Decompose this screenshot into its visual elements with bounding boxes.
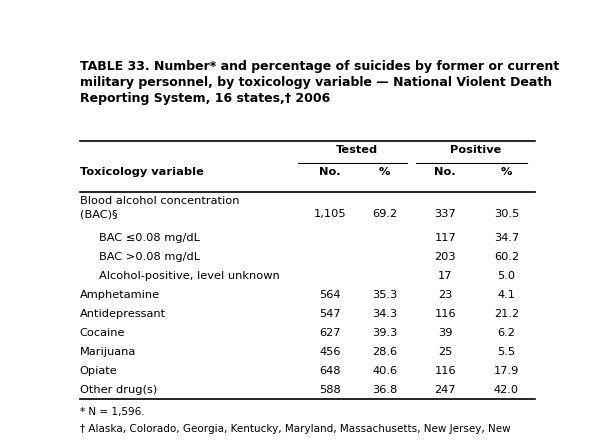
Text: 21.2: 21.2	[494, 309, 519, 319]
Text: 30.5: 30.5	[494, 209, 519, 219]
Text: 337: 337	[434, 209, 456, 219]
Text: 39: 39	[438, 328, 452, 338]
Text: † Alaska, Colorado, Georgia, Kentucky, Maryland, Massachusetts, New Jersey, New: † Alaska, Colorado, Georgia, Kentucky, M…	[80, 424, 510, 434]
Text: 23: 23	[438, 290, 452, 300]
Text: Amphetamine: Amphetamine	[80, 290, 160, 300]
Text: 40.6: 40.6	[372, 366, 397, 376]
Text: 203: 203	[434, 252, 456, 262]
Text: Blood alcohol concentration: Blood alcohol concentration	[80, 195, 239, 206]
Text: Tested: Tested	[336, 145, 379, 155]
Text: TABLE 33. Number* and percentage of suicides by former or current: TABLE 33. Number* and percentage of suic…	[80, 60, 559, 73]
Text: %: %	[379, 167, 391, 177]
Text: 17.9: 17.9	[494, 366, 519, 376]
Text: 17: 17	[438, 271, 452, 281]
Text: 39.3: 39.3	[372, 328, 397, 338]
Text: Opiate: Opiate	[80, 366, 118, 376]
Text: Other drug(s): Other drug(s)	[80, 385, 157, 395]
Text: Cocaine: Cocaine	[80, 328, 125, 338]
Text: 6.2: 6.2	[497, 328, 515, 338]
Text: Toxicology variable: Toxicology variable	[80, 167, 203, 177]
Text: No.: No.	[319, 167, 341, 177]
Text: 34.7: 34.7	[494, 233, 519, 243]
Text: 117: 117	[434, 233, 456, 243]
Text: 247: 247	[434, 385, 456, 395]
Text: 648: 648	[319, 366, 341, 376]
Text: 69.2: 69.2	[372, 209, 397, 219]
Text: 34.3: 34.3	[372, 309, 397, 319]
Text: 116: 116	[434, 309, 456, 319]
Text: 5.0: 5.0	[497, 271, 515, 281]
Text: 28.6: 28.6	[372, 347, 397, 357]
Text: 25: 25	[438, 347, 452, 357]
Text: 36.8: 36.8	[372, 385, 397, 395]
Text: 456: 456	[319, 347, 341, 357]
Text: 42.0: 42.0	[494, 385, 519, 395]
Text: 564: 564	[319, 290, 341, 300]
Text: No.: No.	[434, 167, 456, 177]
Text: Alcohol-positive, level unknown: Alcohol-positive, level unknown	[99, 271, 280, 281]
Text: BAC ≤0.08 mg/dL: BAC ≤0.08 mg/dL	[99, 233, 200, 243]
Text: Marijuana: Marijuana	[80, 347, 136, 357]
Text: 4.1: 4.1	[497, 290, 515, 300]
Text: * N = 1,596.: * N = 1,596.	[80, 407, 144, 417]
Text: Positive: Positive	[450, 145, 502, 155]
Text: 116: 116	[434, 366, 456, 376]
Text: (BAC)§: (BAC)§	[80, 209, 117, 219]
Text: %: %	[501, 167, 512, 177]
Text: 1,105: 1,105	[314, 209, 346, 219]
Text: 588: 588	[319, 385, 341, 395]
Text: 547: 547	[319, 309, 341, 319]
Text: BAC >0.08 mg/dL: BAC >0.08 mg/dL	[99, 252, 200, 262]
Text: Reporting System, 16 states,† 2006: Reporting System, 16 states,† 2006	[80, 92, 330, 105]
Text: Antidepressant: Antidepressant	[80, 309, 166, 319]
Text: military personnel, by toxicology variable — National Violent Death: military personnel, by toxicology variab…	[80, 76, 552, 90]
Text: 35.3: 35.3	[372, 290, 397, 300]
Text: 627: 627	[319, 328, 341, 338]
Text: 60.2: 60.2	[494, 252, 519, 262]
Text: 5.5: 5.5	[497, 347, 515, 357]
